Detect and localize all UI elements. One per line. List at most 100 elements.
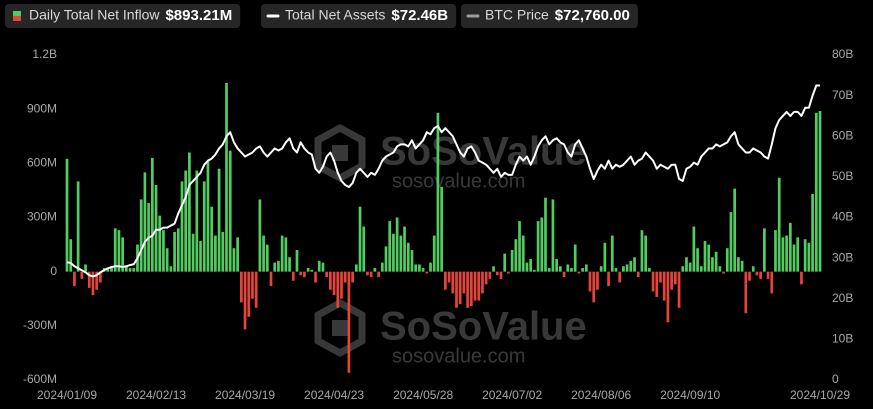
bar [518,221,521,272]
bar [759,271,763,279]
bar [425,271,429,274]
watermark-brand: SoSoValue [380,130,587,174]
bar [139,199,143,272]
bar [573,244,577,272]
bar [65,158,69,272]
bar [614,268,618,272]
bar [306,268,310,272]
legend-box [461,4,638,28]
bar [688,262,692,272]
y-tick-label: 1.2B [32,47,57,61]
bar [150,157,154,272]
bar [247,271,251,317]
bar [800,271,803,285]
y-tick-label: -300M [23,318,57,332]
legend-value: $72.46B [391,7,448,24]
bar [269,271,273,287]
bar [781,237,785,272]
bar [432,235,436,272]
bar [763,228,766,272]
bar [332,271,336,296]
bar [481,271,484,294]
bar [113,228,117,272]
bar [87,271,91,288]
bar [199,240,202,272]
bar [551,199,555,272]
x-tick-label: 2024/03/19 [215,388,275,402]
y2-tick-label: 20B [832,291,853,305]
bar [492,266,495,272]
bar [466,271,469,308]
bar [629,260,633,272]
bar [807,242,811,272]
bar [718,266,722,272]
bar-series [65,82,822,373]
x-tick-label: 2024/08/06 [571,388,631,402]
bar [329,271,332,290]
bar [529,259,533,272]
bar [429,262,432,272]
bar [607,271,610,287]
bar [418,264,421,272]
legend-label: Daily Total Net Inflow [29,7,160,23]
bar [373,268,377,272]
bar [488,271,492,279]
bar [232,248,236,272]
y2-tick-label: 50B [832,169,853,183]
bar [143,172,147,272]
bar [707,244,711,272]
bar [69,239,73,272]
watermark-url: sosovalue.com [392,345,525,367]
bar [410,250,414,272]
bar [792,244,796,272]
bar [796,237,800,272]
bar [251,271,254,299]
bar [540,217,544,272]
bar [347,271,351,373]
bar [395,217,399,272]
bar [351,271,354,283]
y2-tick-label: 70B [832,88,853,102]
bar [314,271,317,283]
bar [751,266,755,272]
bar [599,266,603,272]
bar [362,226,366,272]
bar [588,271,592,292]
bar [744,271,748,314]
bar [73,271,76,287]
bar [788,222,792,272]
bar [414,264,418,272]
bar [514,239,518,272]
bar [117,230,121,272]
bar [265,244,269,272]
bar [503,253,507,272]
bar [110,266,113,272]
bar [76,181,80,272]
bar [128,268,132,272]
bar [648,268,651,272]
bar [748,271,751,281]
x-tick-label: 2024/07/02 [482,388,542,402]
watermark-logo [314,299,366,357]
bar [477,271,481,301]
bar [692,226,696,272]
bar [165,248,169,272]
bar [547,268,551,272]
bar [369,271,373,278]
y2-tick-label: 30B [832,250,853,264]
bar [666,271,670,323]
bar [343,271,347,283]
bar [536,221,540,272]
bar [651,271,655,292]
bar [321,262,325,272]
bar [310,269,314,272]
legend-box [5,4,241,28]
bar [95,271,99,290]
bar [288,257,291,272]
bar [392,233,395,272]
bar [725,248,729,272]
bar [291,271,295,281]
bar [685,257,688,272]
bar [188,152,191,272]
bar [659,271,662,283]
